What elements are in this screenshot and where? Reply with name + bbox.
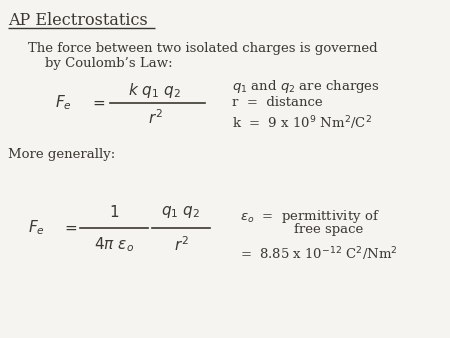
Text: $F_e$: $F_e$ — [28, 219, 45, 237]
Text: $q_1\ q_2$: $q_1\ q_2$ — [162, 204, 201, 220]
Text: $4\pi\ \varepsilon_o$: $4\pi\ \varepsilon_o$ — [94, 236, 134, 255]
Text: by Coulomb’s Law:: by Coulomb’s Law: — [45, 57, 173, 70]
Text: =  8.85 x 10$^{-12}$ C$^2$/Nm$^2$: = 8.85 x 10$^{-12}$ C$^2$/Nm$^2$ — [240, 245, 398, 263]
Text: $=$: $=$ — [90, 96, 106, 110]
Text: $1$: $1$ — [109, 204, 119, 220]
Text: $\varepsilon_o$  =  permittivity of: $\varepsilon_o$ = permittivity of — [240, 208, 380, 225]
Text: The force between two isolated charges is governed: The force between two isolated charges i… — [28, 42, 378, 55]
Text: $F_e$: $F_e$ — [55, 94, 72, 112]
Text: $k\ q_1\ q_2$: $k\ q_1\ q_2$ — [129, 80, 181, 99]
Text: r  =  distance: r = distance — [232, 96, 323, 109]
Text: $r^2$: $r^2$ — [174, 236, 189, 255]
Text: AP Electrostatics: AP Electrostatics — [8, 12, 148, 29]
Text: More generally:: More generally: — [8, 148, 115, 161]
Text: $r^2$: $r^2$ — [148, 108, 162, 127]
Text: free space: free space — [294, 223, 363, 236]
Text: $q_1$ and $q_2$ are charges: $q_1$ and $q_2$ are charges — [232, 78, 380, 95]
Text: k  =  9 x 10$^9$ Nm$^2$/C$^2$: k = 9 x 10$^9$ Nm$^2$/C$^2$ — [232, 114, 372, 131]
Text: $=$: $=$ — [62, 221, 78, 235]
